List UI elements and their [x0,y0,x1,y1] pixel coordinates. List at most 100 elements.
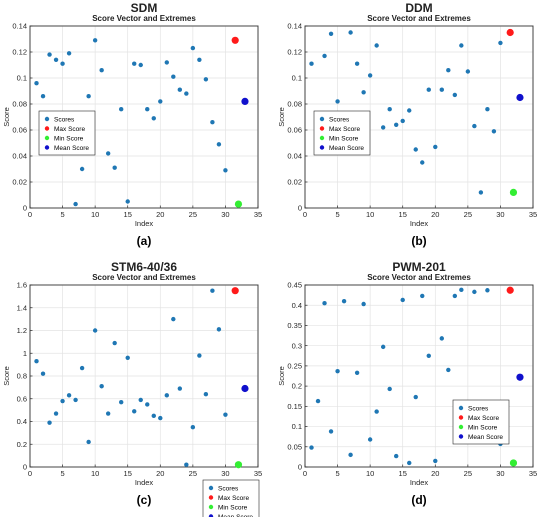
point-scores [361,90,366,95]
point-scores [485,107,490,112]
point-scores [158,415,163,421]
x-tick-label: 15 [399,469,407,478]
point-min-score [509,459,518,467]
legend-marker [44,126,50,131]
x-tick-label: 25 [189,469,197,478]
point-scores [112,165,117,170]
legend-entry: Mean Score [54,145,89,152]
chart-title: STM6-40/36 [111,260,177,274]
x-tick-label: 0 [28,469,32,478]
subfigure-caption: (d) [411,493,426,507]
chart-subtitle: Score Vector and Extremes [367,273,471,282]
y-tick-label: 0.06 [12,126,27,135]
point-scores [433,458,438,464]
x-tick-label: 5 [335,469,339,478]
point-max-score [506,286,514,294]
point-scores [145,402,150,407]
point-scores [210,288,215,293]
y-tick-label: 1.6 [17,281,27,290]
point-scores [420,160,425,165]
x-tick-label: 35 [254,210,262,219]
point-scores [361,301,366,307]
legend-entry: Scores [468,405,489,412]
point-scores [92,328,98,333]
y-tick-label: 0.14 [287,22,302,31]
chart-panel-pwm201: PWM-201 Score Vector and Extremes 0 5 10 15 20… [275,259,550,517]
y-tick-label: 0 [298,204,302,213]
point-scores [478,190,484,195]
point-scores [413,147,418,152]
x-tick-label: 0 [303,210,307,219]
point-scores [452,92,458,98]
point-scores [158,99,163,104]
x-tick-label: 25 [464,210,472,219]
point-scores [465,69,471,74]
point-scores [184,91,189,96]
legend-entry: Max Score [218,495,249,502]
point-scores [223,412,228,417]
point-scores [86,94,91,99]
point-scores [105,411,111,416]
point-scores [53,57,59,62]
y-tick-label: 0.4 [292,301,302,310]
point-scores [426,87,431,92]
x-tick-label: 10 [366,469,374,478]
point-scores [164,60,169,65]
y-tick-label: 1 [23,349,27,358]
point-scores [335,368,340,374]
legend-marker [208,514,214,517]
point-scores [34,359,39,364]
plot-border [304,284,534,468]
point-scores [322,53,327,59]
point-scores [309,445,314,450]
point-scores [459,43,464,48]
x-axis-label: Index [135,219,154,228]
x-tick-label: 35 [529,210,537,219]
point-scores [433,144,438,150]
legend-marker [208,495,214,500]
y-axis-label: Score [2,366,11,386]
point-scores [446,367,451,373]
legend-marker [458,415,464,420]
point-scores [374,409,379,414]
point-scores [190,45,196,51]
y-tick-label: 0.2 [17,440,27,449]
y-tick-label: 1.4 [17,303,27,312]
point-scores [86,439,91,445]
point-scores [99,384,104,389]
legend-marker [208,485,214,491]
point-scores [216,327,222,332]
legend-marker [44,135,50,141]
point-scores [197,57,202,62]
x-tick-label: 15 [399,210,407,219]
chart-subtitle: Score Vector and Extremes [92,273,196,282]
y-tick-label: 0.04 [287,152,302,161]
point-scores [60,398,65,404]
x-tick-label: 25 [189,210,197,219]
chart-panel-stm6: STM6-40/36 Score Vector and Extremes 0 5 10 1… [0,259,275,517]
x-tick-label: 20 [431,469,439,478]
x-tick-label: 35 [529,469,537,478]
y-tick-label: 0.1 [17,74,27,83]
point-scores [66,51,72,56]
point-scores [138,62,143,68]
y-tick-label: 0.1 [292,74,302,83]
legend-entry: Max Score [54,126,85,133]
x-tick-label: 5 [60,210,64,219]
point-scores [335,99,340,104]
x-tick-label: 30 [221,210,229,219]
legend-marker [458,405,464,411]
x-tick-label: 0 [303,469,307,478]
x-tick-label: 10 [91,469,99,478]
point-scores [315,398,321,404]
point-scores [485,288,490,293]
legend-marker [44,116,50,122]
point-scores [99,68,104,73]
y-tick-label: 0 [298,463,302,472]
legend-entry: Scores [218,485,239,492]
point-scores [119,107,124,112]
point-scores [322,301,327,306]
